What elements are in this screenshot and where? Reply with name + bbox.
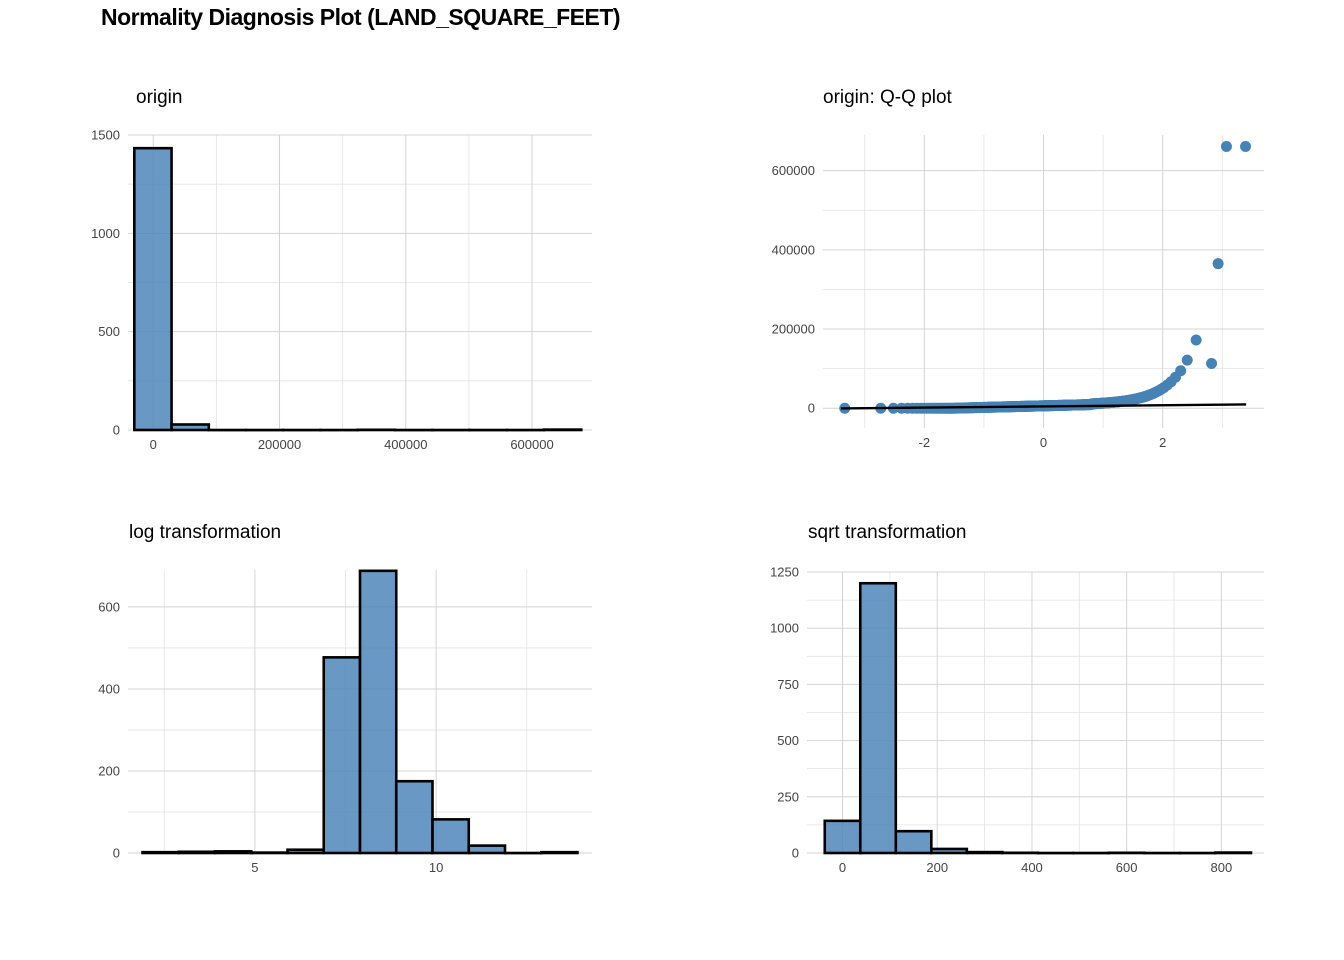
- panel-1: origin 0 200000 400000 600000 0 500 1000 1500: [91, 87, 592, 452]
- histogram-bar: [286, 848, 326, 855]
- panel-3: log transformation 5 10 0 200 400 600: [98, 522, 592, 875]
- y-tick-label: 1000: [91, 226, 120, 241]
- y-tick-label: 250: [777, 789, 799, 804]
- y-tick-label: 750: [777, 677, 799, 692]
- histogram-bar: [170, 423, 211, 432]
- y-tick-label: 200: [98, 763, 120, 778]
- qq-reference-line: [840, 403, 1247, 410]
- y-tick-label: 600: [98, 599, 120, 614]
- panel-title: origin: [136, 87, 182, 108]
- qq-point: [1240, 140, 1252, 152]
- qq-point: [1190, 334, 1202, 346]
- x-tick-label: 2: [1159, 435, 1166, 450]
- y-tick-label: 600000: [772, 163, 815, 178]
- x-tick-label: 0: [839, 860, 846, 875]
- x-tick-label: 800: [1211, 860, 1233, 875]
- qq-point: [1212, 258, 1224, 270]
- x-tick-label: 600000: [510, 437, 553, 452]
- x-tick-label: 5: [251, 860, 258, 875]
- x-tick-label: -2: [919, 435, 931, 450]
- y-tick-label: 1000: [770, 621, 799, 636]
- panel-title: sqrt transformation: [808, 522, 966, 543]
- histogram-bar: [431, 818, 471, 855]
- histogram-bar: [177, 850, 217, 855]
- panel-4: sqrt transformation 0 200 400 600 800 0 250 500 7…: [770, 522, 1264, 875]
- y-tick-label: 200000: [772, 322, 815, 337]
- y-tick-label: 1250: [770, 565, 799, 580]
- y-tick-label: 0: [808, 401, 815, 416]
- x-tick-label: 600: [1116, 860, 1138, 875]
- y-tick-label: 500: [98, 324, 120, 339]
- histogram-bar: [322, 656, 362, 855]
- histogram-bar: [965, 850, 1004, 855]
- histogram-bar: [858, 581, 898, 855]
- x-tick-label: 400000: [384, 437, 427, 452]
- histogram-bar: [894, 829, 933, 855]
- panel-2: origin: Q-Q plot -2 0 2 0 200000 400000 600000: [772, 87, 1264, 450]
- histogram-bar: [467, 844, 507, 855]
- y-tick-label: 500: [777, 733, 799, 748]
- histogram-bar: [539, 850, 579, 855]
- histogram-bar: [394, 779, 434, 855]
- y-tick-label: 0: [113, 846, 120, 861]
- histogram-bar: [823, 819, 862, 855]
- x-tick-label: 0: [150, 437, 157, 452]
- qq-point: [1181, 354, 1193, 366]
- panel-title: log transformation: [129, 522, 281, 543]
- qq-point: [1175, 365, 1187, 377]
- y-tick-label: 1500: [91, 128, 120, 143]
- histogram-bar: [141, 850, 181, 855]
- histogram-bar: [213, 850, 253, 855]
- x-tick-label: 200000: [258, 437, 301, 452]
- histogram-bar: [930, 847, 969, 855]
- histogram-bar: [358, 569, 398, 855]
- x-tick-label: 400: [1021, 860, 1043, 875]
- y-tick-label: 400000: [772, 242, 815, 257]
- qq-point: [1220, 140, 1232, 152]
- x-tick-label: 200: [926, 860, 948, 875]
- panel-title: origin: Q-Q plot: [823, 87, 953, 108]
- x-tick-label: 0: [1040, 435, 1047, 450]
- histogram-bar: [133, 146, 173, 432]
- x-tick-label: 10: [429, 860, 443, 875]
- qq-point: [1206, 357, 1218, 369]
- page-title: Normality Diagnosis Plot (LAND_SQUARE_FE…: [101, 4, 621, 30]
- y-tick-label: 400: [98, 681, 120, 696]
- y-tick-label: 0: [792, 846, 799, 861]
- y-tick-label: 0: [113, 423, 120, 438]
